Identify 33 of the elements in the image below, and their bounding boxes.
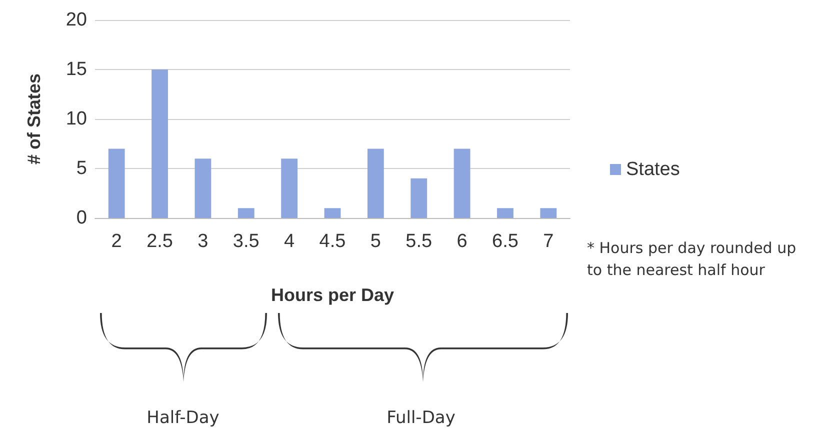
x-tick-label: 3.5: [232, 231, 260, 252]
bar: [238, 208, 254, 218]
bar: [281, 158, 298, 218]
x-tick-label: 5: [370, 231, 381, 252]
bar: [540, 208, 557, 218]
bar: [497, 208, 514, 218]
bar: [410, 178, 428, 218]
x-tick-label: 6: [456, 231, 468, 252]
legend-label: States: [626, 159, 680, 180]
y-tick-label: 5: [76, 158, 87, 179]
x-tick-label: 7: [543, 231, 554, 252]
text: * Hours per day rounded up to the nearest half hour: [587, 238, 798, 281]
y-tick-label: 0: [76, 208, 87, 228]
y-tick-label: 20: [66, 10, 87, 30]
x-tick-label: 4: [284, 231, 296, 252]
bar: [454, 148, 470, 218]
y-tick-label: 15: [66, 59, 87, 80]
bar: [152, 70, 168, 218]
x-tick-label: 3: [198, 231, 208, 252]
text: Full-Day: [386, 408, 456, 428]
x-tick-label: 2: [111, 231, 122, 252]
x-axis-title: Hours per Day: [270, 285, 394, 305]
x-tick-label: 4.5: [319, 231, 346, 252]
y-axis-title: # of States: [24, 73, 44, 165]
bar: [367, 148, 384, 218]
text: Half-Day: [146, 408, 220, 428]
x-tick-label: 6.5: [492, 231, 518, 252]
bar: [108, 148, 125, 218]
bar: [324, 208, 341, 218]
x-tick-label: 2.5: [146, 231, 173, 252]
x-tick-label: 5.5: [406, 231, 432, 252]
y-tick-label: 10: [66, 108, 87, 130]
bar: [194, 158, 212, 218]
